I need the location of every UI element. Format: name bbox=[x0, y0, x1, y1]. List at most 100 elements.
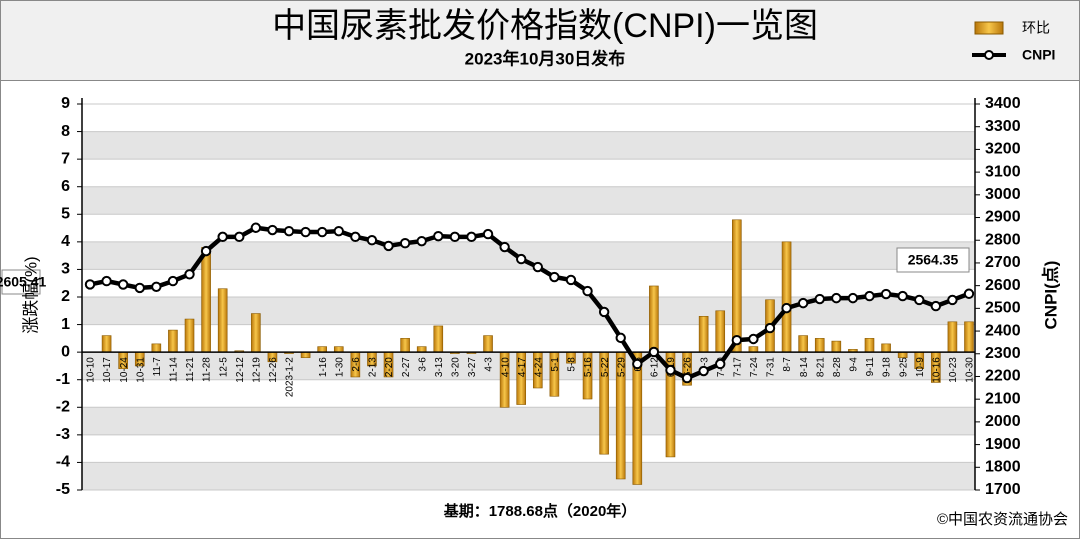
bar bbox=[400, 338, 410, 353]
grid-band bbox=[82, 352, 975, 380]
x-tick-label: 1-30 bbox=[334, 357, 345, 377]
bar bbox=[251, 313, 261, 353]
y-tick-label: -1 bbox=[56, 371, 70, 388]
line-marker bbox=[897, 290, 908, 302]
y2-tick-label: 3300 bbox=[985, 118, 1021, 135]
y-tick-label: 8 bbox=[61, 123, 70, 140]
x-tick-label: 8-28 bbox=[832, 357, 843, 377]
x-tick-label: 10-17 bbox=[102, 357, 113, 383]
x-tick-label: 10-23 bbox=[948, 357, 959, 383]
y-tick-label: 0 bbox=[61, 343, 70, 360]
line-marker bbox=[632, 358, 643, 370]
legend-label: CNPI bbox=[1022, 47, 1055, 63]
x-tick-label: 2-20 bbox=[384, 357, 395, 377]
line-marker bbox=[731, 334, 743, 346]
line-marker bbox=[234, 231, 245, 243]
line-marker bbox=[217, 231, 228, 243]
x-tick-label: 8-7 bbox=[782, 357, 793, 372]
bar bbox=[732, 219, 742, 353]
y-tick-label: -2 bbox=[56, 399, 70, 416]
grid-band bbox=[82, 462, 975, 490]
line-marker bbox=[797, 297, 809, 309]
line-marker bbox=[200, 245, 212, 257]
y-tick-label: 5 bbox=[61, 206, 70, 223]
line-marker bbox=[366, 235, 378, 246]
line-marker bbox=[665, 364, 676, 376]
line-marker bbox=[914, 294, 925, 306]
annotation: 2564.35 bbox=[908, 252, 959, 268]
line-marker bbox=[565, 274, 577, 286]
y2-tick-label: 2000 bbox=[985, 413, 1021, 430]
bar bbox=[798, 335, 808, 353]
y2-tick-label: 3200 bbox=[985, 141, 1021, 158]
x-tick-label: 3-13 bbox=[434, 357, 445, 377]
x-tick-label: 10-31 bbox=[135, 357, 146, 383]
bar bbox=[201, 247, 211, 353]
line-marker bbox=[648, 346, 660, 358]
x-tick-label: 10-30 bbox=[965, 357, 976, 383]
x-tick-label: 2-27 bbox=[401, 357, 412, 377]
x-tick-label: 9-4 bbox=[849, 357, 860, 372]
x-tick-label: 5-16 bbox=[583, 357, 594, 377]
line-marker bbox=[250, 222, 262, 233]
y-tick-label: 4 bbox=[61, 233, 70, 250]
x-tick-label: 11-21 bbox=[185, 357, 196, 382]
x-tick-label: 3-27 bbox=[467, 357, 478, 377]
line-marker bbox=[698, 365, 709, 377]
x-tick-label: 2-13 bbox=[368, 357, 379, 377]
x-tick-label: 3-20 bbox=[451, 357, 462, 377]
line-marker bbox=[963, 288, 975, 299]
bar bbox=[151, 343, 162, 353]
x-tick-label: 9-18 bbox=[882, 357, 893, 377]
line-marker bbox=[350, 231, 361, 243]
line-marker bbox=[582, 285, 593, 297]
y2-tick-label: 3400 bbox=[985, 95, 1021, 112]
x-tick-label: 1-16 bbox=[318, 357, 329, 377]
line-marker bbox=[184, 269, 195, 280]
x-tick-label: 4-17 bbox=[517, 357, 528, 377]
line-marker bbox=[167, 275, 179, 287]
grid-band bbox=[82, 131, 975, 160]
line-marker bbox=[847, 292, 859, 304]
line-marker bbox=[333, 225, 344, 237]
line-marker bbox=[549, 271, 560, 283]
line-marker bbox=[283, 225, 295, 237]
bar bbox=[217, 288, 228, 353]
line-marker bbox=[151, 281, 162, 292]
bar bbox=[698, 315, 709, 353]
x-tick-label: 10-10 bbox=[86, 357, 97, 383]
bar bbox=[184, 318, 195, 353]
grid-band bbox=[82, 297, 975, 325]
line-marker bbox=[930, 300, 942, 312]
y-tick-label: -4 bbox=[56, 454, 70, 471]
x-tick-label: 6-26 bbox=[683, 357, 694, 377]
line-marker bbox=[532, 261, 543, 273]
x-tick-label: 7-24 bbox=[749, 357, 760, 377]
y2-tick-label: 2800 bbox=[985, 231, 1021, 248]
x-tick-label: 4-3 bbox=[484, 357, 495, 372]
x-tick-label: 9-25 bbox=[898, 357, 909, 377]
x-tick-label: 5-22 bbox=[600, 357, 611, 377]
line-marker bbox=[831, 292, 842, 304]
x-tick-label: 11-7 bbox=[152, 357, 163, 377]
y2-axis-label: CNPI(点) bbox=[1040, 261, 1060, 330]
bar bbox=[333, 346, 344, 353]
y2-tick-label: 2500 bbox=[985, 300, 1021, 317]
y2-tick-label: 1800 bbox=[985, 459, 1021, 476]
annotation-box bbox=[896, 247, 970, 273]
y2-tick-label: 2300 bbox=[985, 345, 1021, 362]
x-tick-label: 6-12 bbox=[650, 357, 661, 377]
bar bbox=[964, 321, 974, 353]
line-marker bbox=[516, 253, 527, 265]
bar bbox=[433, 325, 444, 353]
bar bbox=[864, 338, 875, 353]
line-marker bbox=[748, 333, 759, 345]
bar bbox=[781, 241, 792, 353]
grid-band bbox=[82, 186, 975, 215]
y-tick-label: 3 bbox=[61, 261, 70, 278]
x-tick-label: 4-24 bbox=[533, 357, 544, 377]
bar bbox=[897, 351, 908, 358]
line-marker bbox=[499, 241, 510, 253]
y2-tick-label: 1900 bbox=[985, 436, 1021, 453]
